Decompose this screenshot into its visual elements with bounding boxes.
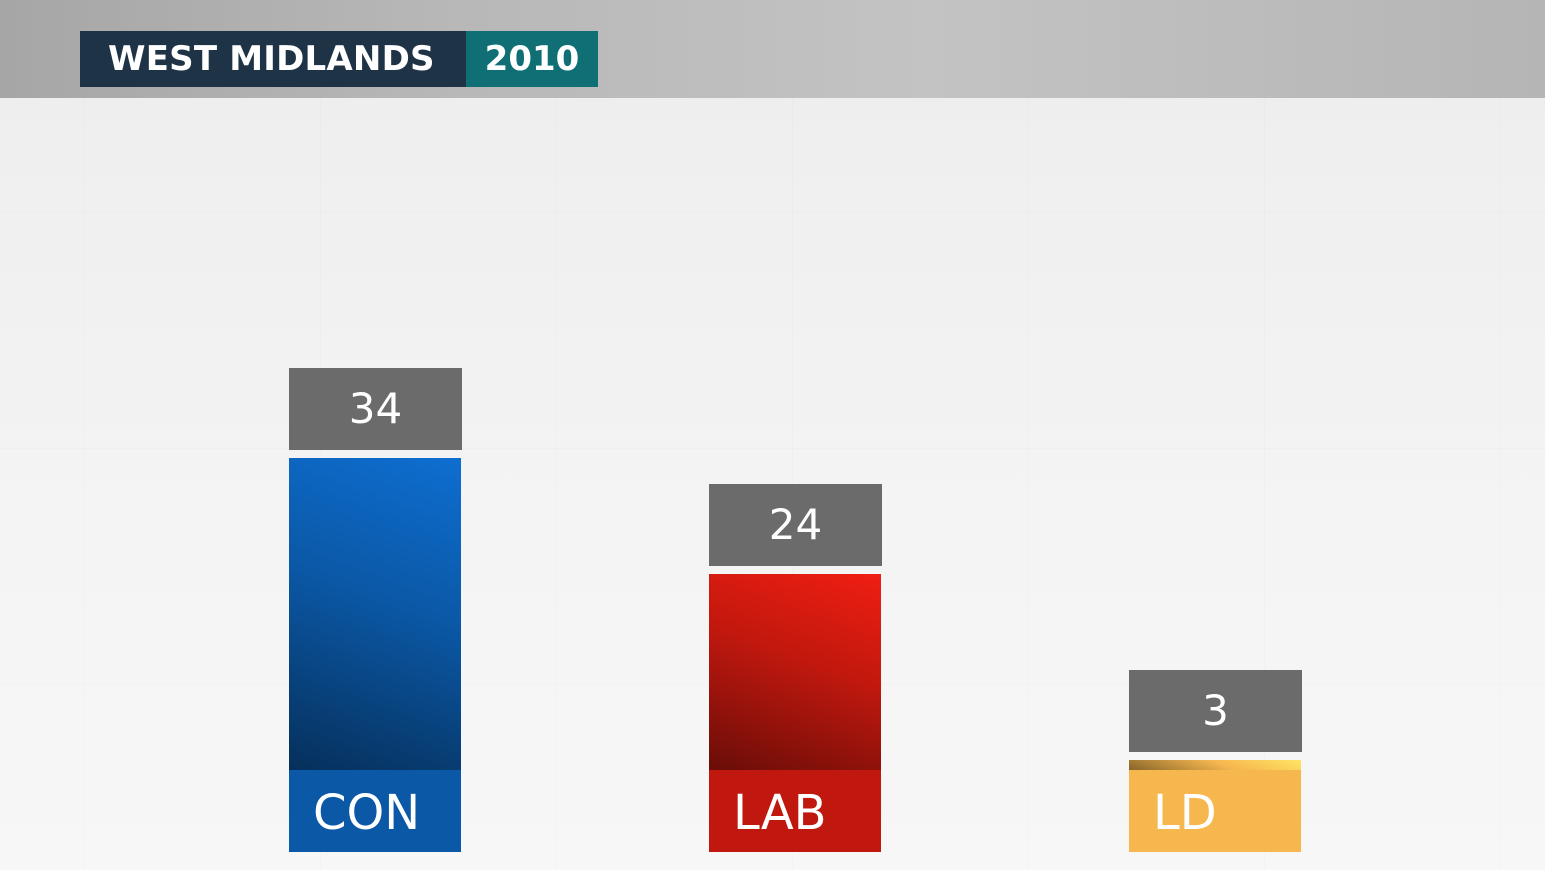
party-label-ld: LD xyxy=(1129,770,1301,852)
value-label-con: 34 xyxy=(289,367,462,450)
year-badge: 2010 xyxy=(466,31,598,87)
value-label-lab: 24 xyxy=(709,483,882,566)
bar-con xyxy=(289,457,461,770)
region-title: WEST MIDLANDS xyxy=(80,31,466,87)
bar-group-ld: 3 LD xyxy=(1129,670,1302,852)
bar-lab xyxy=(709,573,881,770)
value-label-ld: 3 xyxy=(1129,670,1302,752)
bar-group-lab: 24 LAB xyxy=(709,483,882,852)
bar-group-con: 34 CON xyxy=(289,367,462,852)
party-label-con: CON xyxy=(289,769,461,852)
title-block: WEST MIDLANDS 2010 xyxy=(80,31,598,87)
party-label-lab: LAB xyxy=(709,769,881,852)
bar-ld xyxy=(1129,760,1301,770)
